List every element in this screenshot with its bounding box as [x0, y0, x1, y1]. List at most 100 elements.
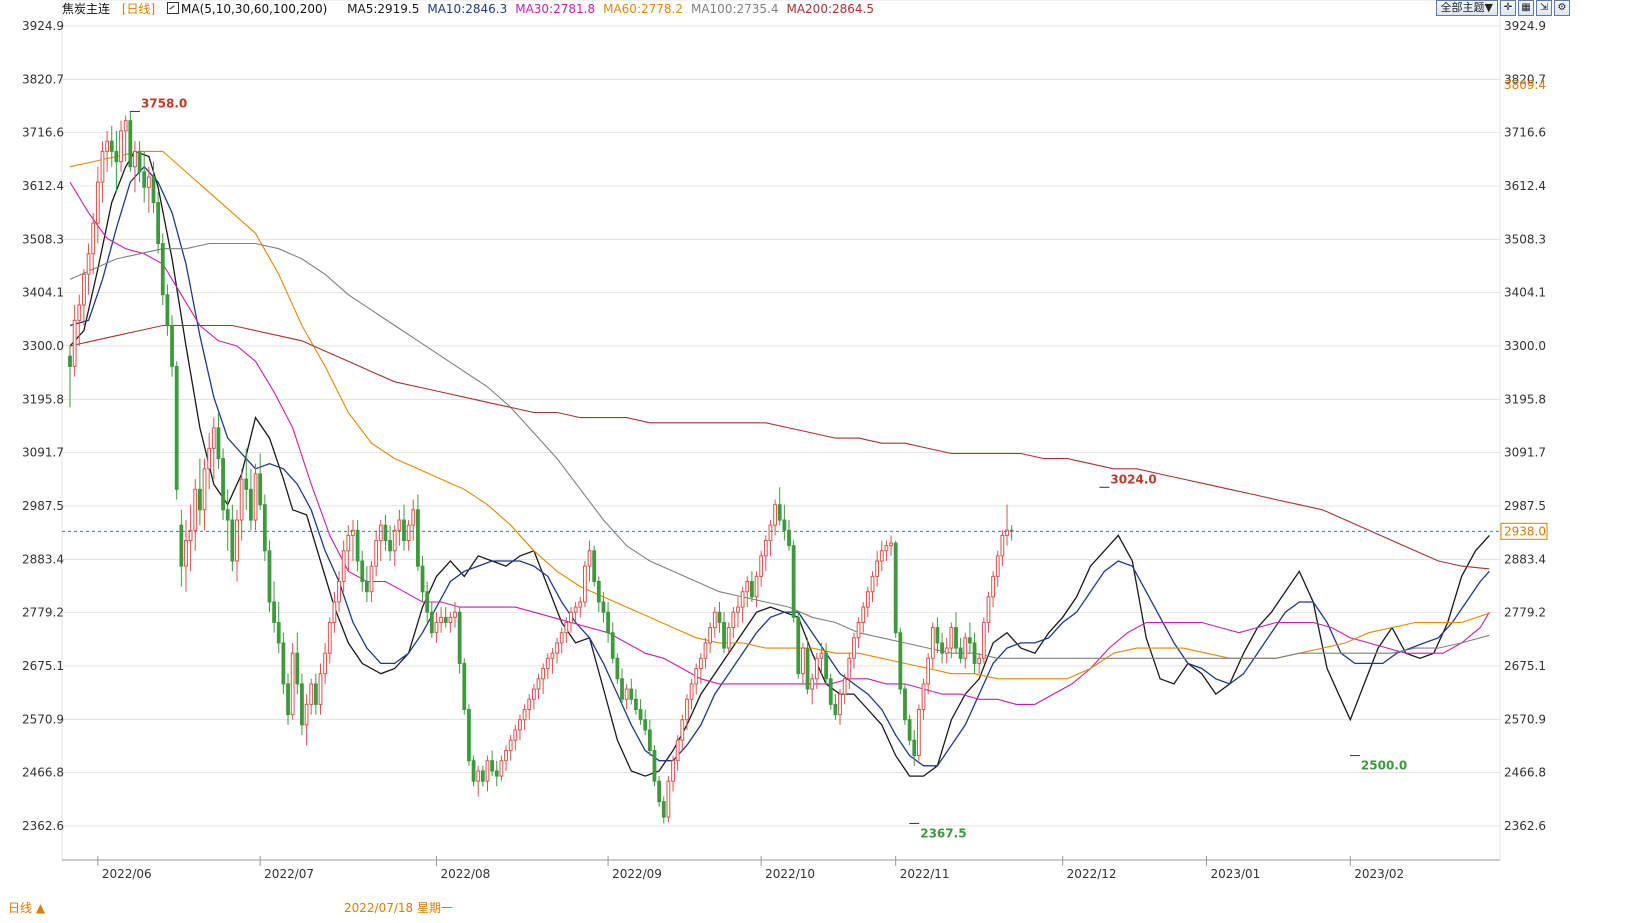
- candle-down: [657, 780, 662, 803]
- candle-down: [137, 150, 142, 173]
- candle-down: [467, 709, 471, 762]
- candle-up: [921, 683, 926, 711]
- ma-params: MA(5,10,30,60,100,200): [167, 2, 335, 16]
- candle-up: [814, 657, 819, 680]
- candle-down: [647, 729, 652, 751]
- ma-line-ma200: [69, 324, 1490, 570]
- candle-down: [833, 703, 838, 716]
- ma-line-ma5: [69, 150, 1490, 777]
- candle-up: [685, 698, 689, 721]
- candle-down: [903, 688, 907, 721]
- candle-up: [703, 642, 708, 659]
- candle-up: [184, 540, 188, 567]
- candle-down: [142, 171, 147, 188]
- candle-down: [643, 719, 648, 731]
- candle-up: [453, 611, 457, 618]
- settings-icon[interactable]: ⚙: [1554, 0, 1570, 16]
- candle-up: [1005, 529, 1009, 536]
- candle-up: [508, 739, 513, 751]
- candle-up: [555, 642, 559, 654]
- candle-up: [332, 601, 337, 623]
- right-marker-label: 3809.4: [1504, 78, 1546, 92]
- period-badge: [日线]: [121, 2, 156, 16]
- candle-down: [620, 678, 624, 700]
- x-tick-label: 2022/08: [440, 867, 490, 881]
- candle-down: [286, 683, 290, 716]
- candle-up: [879, 550, 884, 562]
- candle-down: [221, 458, 225, 511]
- candle-up: [133, 150, 137, 168]
- candle-up: [926, 657, 931, 685]
- y-tick-label-right: 2362.6: [1504, 819, 1546, 833]
- candle-up: [559, 632, 564, 644]
- y-tick-label-right: 2779.2: [1504, 606, 1546, 620]
- candle-down: [615, 657, 620, 680]
- candle-up: [202, 468, 207, 511]
- candle-down: [912, 739, 917, 757]
- candle-down: [360, 560, 365, 582]
- candle-down: [420, 565, 425, 593]
- indicator-settings-icon[interactable]: [167, 2, 180, 14]
- candle-down: [128, 120, 133, 168]
- candle-down: [824, 652, 829, 680]
- ma-line-ma30: [69, 181, 1490, 705]
- candle-up: [889, 542, 893, 547]
- candle-up: [86, 253, 91, 275]
- candle-up: [847, 657, 852, 680]
- candle-down: [402, 519, 406, 542]
- candle-up: [341, 550, 346, 582]
- candle-up: [72, 319, 77, 367]
- candle-down: [462, 662, 467, 711]
- candle-up: [564, 621, 569, 634]
- candle-up: [318, 673, 323, 705]
- candle-up: [856, 621, 861, 639]
- candle-down: [272, 601, 276, 623]
- candle-up: [105, 140, 110, 152]
- candle-down: [954, 627, 958, 649]
- candle-up: [527, 698, 532, 711]
- candle-up: [188, 529, 193, 542]
- ma-line-ma60: [69, 150, 1490, 680]
- crosshair-icon[interactable]: ✛: [1500, 0, 1516, 16]
- candle-down: [151, 176, 156, 204]
- candle-down: [258, 473, 263, 506]
- last-price-tag: [1500, 522, 1548, 540]
- candle-down: [968, 637, 972, 644]
- candle-down: [165, 294, 170, 326]
- candle-up: [745, 580, 750, 593]
- candle-up: [531, 688, 536, 700]
- layout-icon[interactable]: ▦: [1518, 0, 1534, 16]
- y-tick-label-right: 3820.7: [1504, 72, 1546, 86]
- y-tick-label-left: 2362.6: [22, 819, 64, 833]
- y-tick-label-left: 3508.3: [22, 232, 64, 246]
- candle-down: [388, 540, 392, 552]
- ma-legend-item: MA5:2919.5: [347, 2, 420, 16]
- candle-up: [123, 120, 128, 132]
- candle-up: [309, 683, 314, 705]
- candle-up: [411, 509, 416, 526]
- ma-line-ma100: [69, 242, 1490, 659]
- candle-up: [522, 709, 527, 721]
- export-icon[interactable]: ⇲: [1536, 0, 1552, 16]
- candle-down: [898, 632, 903, 690]
- ma-legend-item: MA30:2781.8: [515, 2, 596, 16]
- annotation-low-label: 2500.0: [1361, 759, 1407, 773]
- candle-up: [100, 150, 105, 183]
- candle-up: [82, 273, 86, 306]
- candle-down: [429, 611, 434, 634]
- ma-legend-item: MA60:2778.2: [603, 2, 683, 16]
- last-price-label: 2938.0: [1504, 524, 1546, 538]
- candle-down: [262, 504, 267, 552]
- candle-down: [281, 642, 286, 685]
- candle-up: [587, 550, 592, 567]
- y-tick-label-left: 3404.1: [22, 286, 64, 300]
- candle-down: [114, 150, 119, 163]
- candle-down: [935, 627, 940, 644]
- candle-up: [239, 478, 244, 521]
- y-tick-label-right: 3091.7: [1504, 446, 1546, 460]
- theme-dropdown[interactable]: 全部主题▼: [1435, 0, 1498, 16]
- ma-line-ma10: [69, 165, 1490, 767]
- period-tab[interactable]: 日线 ▲: [8, 901, 46, 915]
- candle-down: [471, 760, 476, 782]
